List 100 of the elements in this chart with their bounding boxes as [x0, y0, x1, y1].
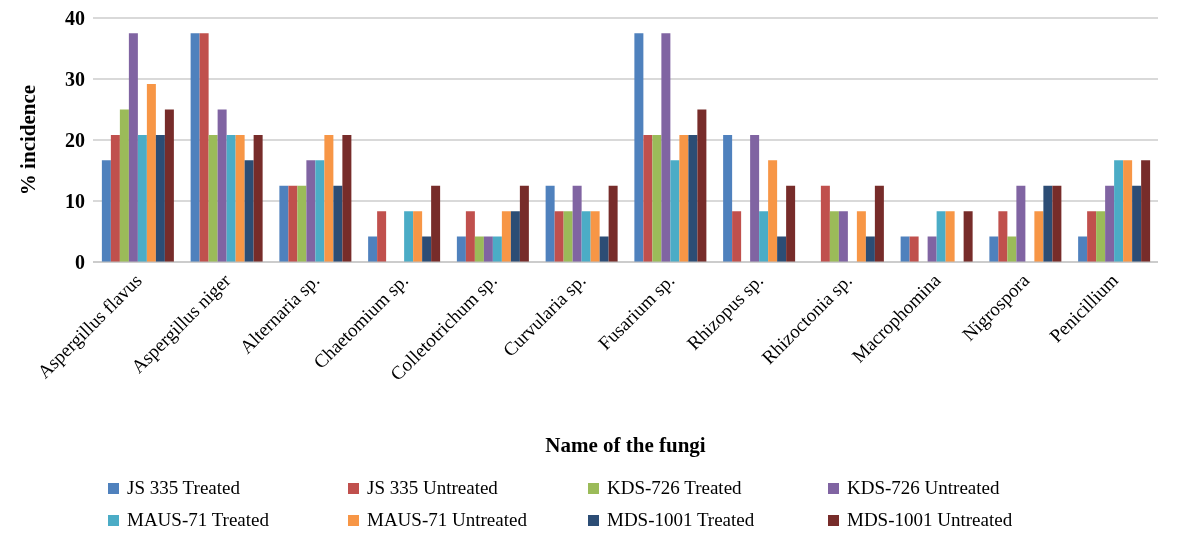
legend-label: KDS-726 Untreated: [847, 477, 1000, 499]
bar: [900, 236, 910, 262]
bar: [723, 135, 733, 262]
bar: [572, 185, 582, 262]
bar: [324, 135, 334, 262]
bar: [1052, 185, 1062, 262]
bar: [519, 185, 529, 262]
bar: [288, 185, 298, 262]
legend-label: MDS-1001 Treated: [607, 509, 755, 531]
bar: [422, 236, 432, 262]
bar: [545, 185, 555, 262]
bar: [865, 236, 875, 262]
bar: [688, 135, 698, 262]
bar: [1123, 160, 1133, 262]
bar: [146, 83, 156, 262]
bar: [306, 160, 316, 262]
bar: [235, 135, 245, 262]
y-tick-label: 10: [65, 190, 85, 213]
bar: [1096, 211, 1106, 262]
bar: [190, 33, 200, 262]
bar: [1007, 236, 1017, 262]
bar: [1087, 211, 1097, 262]
bar: [777, 236, 787, 262]
legend-label: MDS-1001 Untreated: [847, 509, 1013, 531]
bar: [492, 236, 502, 262]
bar: [670, 160, 680, 262]
bar: [119, 109, 129, 262]
bar: [936, 211, 946, 262]
bar: [465, 211, 475, 262]
legend-label: JS 335 Untreated: [367, 477, 498, 499]
bar: [856, 211, 866, 262]
bar: [661, 33, 671, 262]
bar: [253, 135, 263, 262]
bar: [927, 236, 937, 262]
bar: [164, 109, 174, 262]
bar: [217, 109, 227, 262]
bar: [643, 135, 653, 262]
bar: [474, 236, 484, 262]
bar: [1132, 185, 1142, 262]
bar: [581, 211, 591, 262]
bar: [820, 185, 830, 262]
bar: [208, 135, 218, 262]
legend-label: JS 335 Treated: [127, 477, 240, 499]
bar: [679, 135, 689, 262]
bar: [652, 135, 662, 262]
bar: [590, 211, 600, 262]
bar: [101, 160, 111, 262]
bar: [244, 160, 254, 262]
y-tick-label: 0: [75, 251, 85, 274]
bar: [155, 135, 165, 262]
bar: [137, 135, 147, 262]
bar: [1105, 185, 1115, 262]
y-axis-title: % incidence: [16, 84, 41, 196]
bar: [483, 236, 493, 262]
bar: [279, 185, 289, 262]
legend-label: KDS-726 Treated: [607, 477, 742, 499]
x-axis-title: Name of the fungi: [545, 433, 706, 457]
bar: [829, 211, 839, 262]
bar: [768, 160, 778, 262]
bar: [333, 185, 343, 262]
legend-label: MAUS-71 Treated: [127, 509, 269, 531]
bar: [1141, 160, 1151, 262]
bar: [413, 211, 423, 262]
bar: [456, 236, 466, 262]
bar: [608, 185, 618, 262]
bar: [750, 135, 760, 262]
bar: [501, 211, 511, 262]
bar: [759, 211, 769, 262]
bar: [226, 135, 236, 262]
bar: [1078, 236, 1088, 262]
bar: [1114, 160, 1124, 262]
bar: [786, 185, 796, 262]
y-tick-label: 20: [65, 129, 85, 152]
bar: [431, 185, 441, 262]
bar: [697, 109, 707, 262]
bar: [368, 236, 378, 262]
legend-label: MAUS-71 Untreated: [367, 509, 527, 531]
bar: [510, 211, 520, 262]
bar: [989, 236, 999, 262]
bar: [732, 211, 742, 262]
bar: [634, 33, 644, 262]
bar: [563, 211, 573, 262]
bar: [110, 135, 120, 262]
bar: [554, 211, 564, 262]
y-tick-label: 40: [65, 7, 85, 30]
bar: [909, 236, 919, 262]
bar: [1016, 185, 1026, 262]
bar: [1043, 185, 1053, 262]
bar: [342, 135, 352, 262]
bar: [963, 211, 973, 262]
bar: [315, 160, 325, 262]
bar: [297, 185, 307, 262]
bar: [998, 211, 1008, 262]
y-tick-label: 30: [65, 68, 85, 91]
bar: [874, 185, 884, 262]
bar: [945, 211, 955, 262]
bar: [599, 236, 609, 262]
bar: [404, 211, 414, 262]
bar: [377, 211, 387, 262]
bar: [1034, 211, 1044, 262]
